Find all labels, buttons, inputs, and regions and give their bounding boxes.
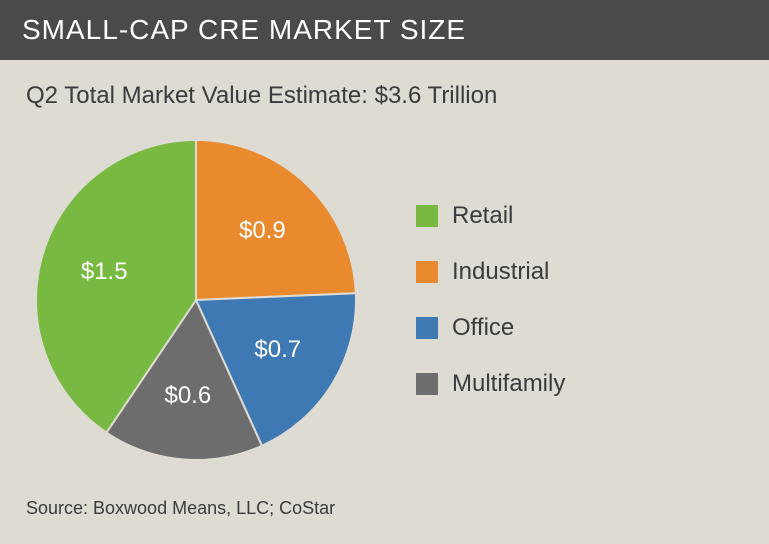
legend-item-office: Office [416,314,565,342]
pie-label-office: $0.7 [254,336,301,364]
legend-item-retail: Retail [416,202,565,230]
pie-label-industrial: $0.9 [239,217,286,245]
legend-swatch-multifamily [416,373,438,395]
chart-header: SMALL-CAP CRE MARKET SIZE [0,0,769,60]
legend-item-multifamily: Multifamily [416,370,565,398]
legend-label-retail: Retail [452,202,513,230]
pie-label-retail: $1.5 [81,258,128,286]
legend-swatch-industrial [416,261,438,283]
legend-label-multifamily: Multifamily [452,370,565,398]
chart-source: Source: Boxwood Means, LLC; CoStar [0,470,769,519]
legend-swatch-office [416,317,438,339]
pie-chart: $0.9 $0.7 $0.6 $1.5 [26,130,366,470]
pie-svg [26,130,366,470]
legend-label-industrial: Industrial [452,258,549,286]
chart-content: $0.9 $0.7 $0.6 $1.5 Retail Industrial Office M… [0,120,769,470]
chart-title: SMALL-CAP CRE MARKET SIZE [22,14,466,45]
legend-label-office: Office [452,314,514,342]
legend-item-industrial: Industrial [416,258,565,286]
legend: Retail Industrial Office Multifamily [416,202,565,398]
chart-subtitle: Q2 Total Market Value Estimate: $3.6 Tri… [0,60,769,120]
pie-label-multifamily: $0.6 [164,382,211,410]
legend-swatch-retail [416,205,438,227]
chart-card: SMALL-CAP CRE MARKET SIZE Q2 Total Marke… [0,0,769,544]
